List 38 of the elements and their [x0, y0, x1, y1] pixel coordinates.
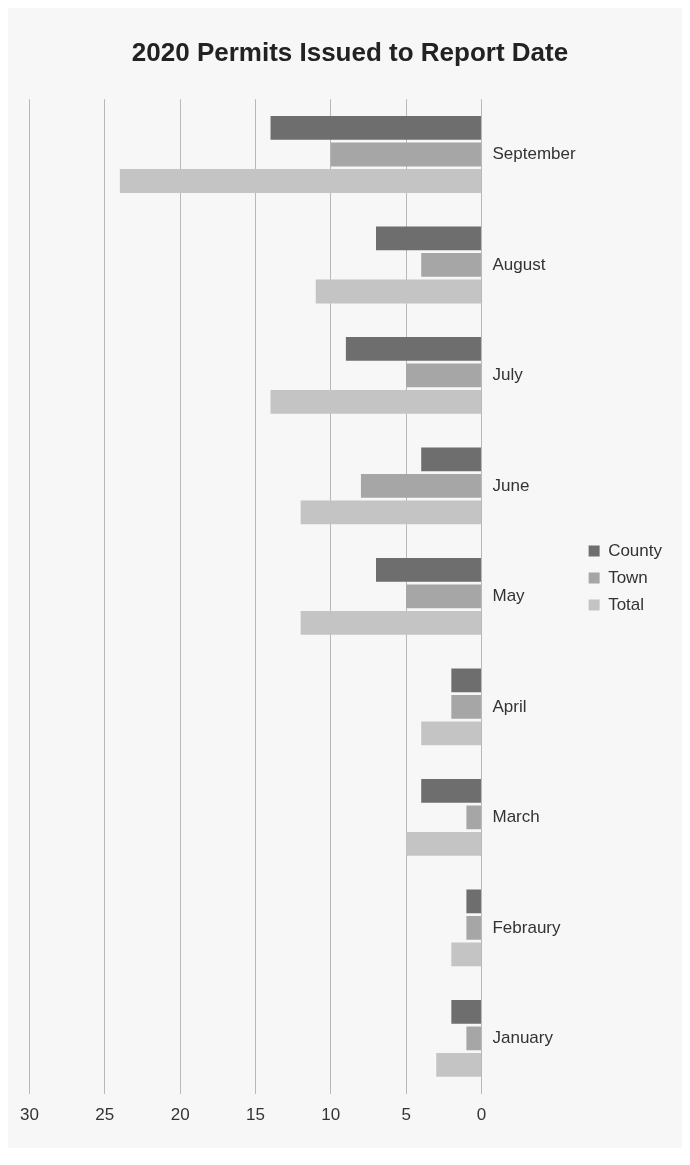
y-tick-label: January [492, 1028, 554, 1048]
y-tick-label: July [492, 365, 524, 385]
bar [451, 694, 481, 719]
legend-label: County [608, 540, 663, 560]
bar [406, 363, 481, 388]
legend-label: Total [608, 594, 645, 614]
x-tick-label: 25 [95, 1105, 115, 1125]
y-tick-label: June [492, 475, 530, 495]
y-tick-label: April [492, 696, 527, 716]
bar [345, 336, 481, 361]
bar [451, 668, 481, 693]
x-tick-label: 20 [170, 1105, 190, 1125]
bar [466, 889, 481, 914]
x-tick-label: 30 [19, 1105, 39, 1125]
y-tick-label: May [492, 586, 526, 606]
bar [330, 142, 481, 167]
legend-label: Town [608, 567, 648, 587]
bar [421, 447, 481, 472]
bar [466, 805, 481, 830]
bar [421, 253, 481, 277]
bar [421, 778, 481, 803]
bar [360, 473, 481, 498]
y-tick-label: March [492, 807, 540, 827]
bar [466, 915, 481, 940]
bar [376, 226, 481, 251]
y-tick-label: September [492, 144, 576, 164]
bar [451, 999, 481, 1024]
x-tick-label: 0 [476, 1105, 487, 1125]
bar [270, 115, 481, 140]
chart-title: 2020 Permits Issued to Report Date [131, 36, 569, 67]
x-tick-label: 5 [401, 1105, 411, 1125]
bar [466, 1026, 481, 1051]
x-tick-label: 15 [246, 1105, 265, 1125]
y-tick-label: August [492, 254, 546, 274]
x-tick-label: 10 [321, 1105, 341, 1125]
bar [406, 584, 481, 609]
bar [376, 557, 481, 582]
y-tick-label: Febraury [492, 917, 561, 937]
